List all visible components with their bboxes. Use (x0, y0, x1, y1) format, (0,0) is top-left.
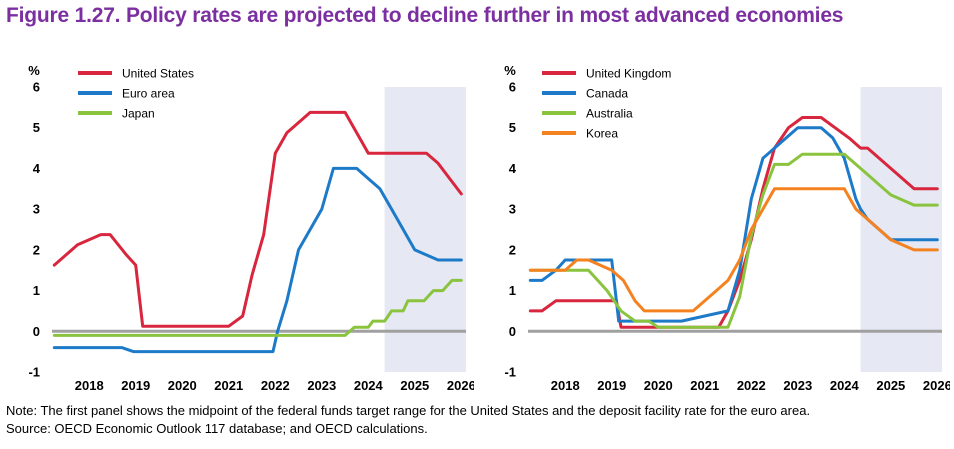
chart-1-y-tick-label: 2 (509, 242, 516, 257)
chart-0-y-tick-label: 6 (33, 80, 40, 95)
chart-panel-right: % -1 0 1 2 3 4 5 6 2018 2019 2020 2021 2022 2023 2024 20… (480, 55, 950, 400)
chart-panel-left: % -1 0 1 2 3 4 5 6 2018 2019 2020 2021 2022 2023 2024 20… (4, 55, 474, 400)
chart-1-legend-label: United Kingdom (586, 67, 671, 81)
figure-title: Figure 1.27. Policy rates are projected … (6, 4, 844, 27)
chart-0-y-tick-label: 1 (33, 283, 40, 298)
chart-0-legend-label: United States (122, 67, 194, 81)
chart-0-y-tick-label: -1 (28, 365, 40, 380)
chart-1-y-tick-label: 0 (509, 324, 516, 339)
chart-0-projection-shade (384, 87, 466, 372)
chart-1-y-tick-label: 4 (509, 161, 517, 176)
chart-0-x-tick-label: 2026 (447, 378, 474, 393)
chart-1-x-tick-label: 2025 (876, 378, 905, 393)
source-text: Source: OECD Economic Outlook 117 databa… (6, 421, 428, 436)
chart-0-x-tick-label: 2019 (121, 378, 150, 393)
chart-0-x-tick-label: 2023 (307, 378, 336, 393)
chart-0-x-tick-label: 2018 (75, 378, 104, 393)
chart-1-series-line-canada (528, 126, 939, 323)
chart-0-y-tick-label: 2 (33, 242, 40, 257)
chart-1-legend-label: Korea (586, 127, 618, 141)
chart-1-y-tick-label: 6 (509, 80, 516, 95)
chart-1-x-tick-label: 2024 (830, 378, 860, 393)
chart-1-y-unit-label: % (504, 63, 516, 78)
chart-1-x-tick-label: 2026 (923, 378, 950, 393)
chart-1-y-tick-label: 5 (509, 120, 516, 135)
chart-0-x-tick-label: 2022 (261, 378, 290, 393)
note-text: Note: The first panel shows the midpoint… (6, 403, 811, 418)
chart-0-legend-label: Euro area (122, 87, 175, 101)
chart-0-y-tick-label: 3 (33, 202, 40, 217)
chart-1-y-tick-label: 3 (509, 202, 516, 217)
chart-1-x-tick-label: 2018 (551, 378, 580, 393)
chart-1-legend-label: Australia (586, 107, 633, 121)
chart-0-y-unit-label: % (28, 63, 40, 78)
chart-1-projection-shade (860, 87, 942, 372)
chart-1-x-tick-label: 2023 (783, 378, 812, 393)
figure-notes: Note: The first panel shows the midpoint… (6, 402, 810, 438)
line-chart-right: % -1 0 1 2 3 4 5 6 2018 2019 2020 2021 2022 2023 2024 20… (504, 63, 950, 393)
chart-0-y-tick-label: 0 (33, 324, 40, 339)
chart-1-y-tick-label: -1 (504, 365, 516, 380)
chart-1-x-tick-label: 2019 (597, 378, 626, 393)
chart-0-legend-label: Japan (122, 107, 155, 121)
chart-0-x-tick-label: 2021 (214, 378, 243, 393)
chart-0-y-tick-label: 5 (33, 120, 40, 135)
chart-0-series-line-japan (52, 278, 463, 337)
chart-0-x-tick-label: 2025 (400, 378, 429, 393)
chart-0-x-tick-label: 2020 (168, 378, 197, 393)
chart-0-series-line-united-states (52, 110, 463, 328)
chart-0-x-tick-label: 2024 (354, 378, 384, 393)
chart-1-x-tick-label: 2022 (737, 378, 766, 393)
chart-1-series-line-korea (528, 187, 939, 313)
chart-1-x-tick-label: 2021 (690, 378, 719, 393)
chart-1-y-tick-label: 1 (509, 283, 516, 298)
line-chart-left: % -1 0 1 2 3 4 5 6 2018 2019 2020 2021 2022 2023 2024 20… (28, 63, 474, 393)
chart-1-legend-label: Canada (586, 87, 628, 101)
chart-0-series-line-euro-area (52, 166, 463, 354)
chart-1-series-line-australia (528, 152, 939, 329)
chart-0-y-tick-label: 4 (33, 161, 41, 176)
chart-1-x-tick-label: 2020 (644, 378, 673, 393)
